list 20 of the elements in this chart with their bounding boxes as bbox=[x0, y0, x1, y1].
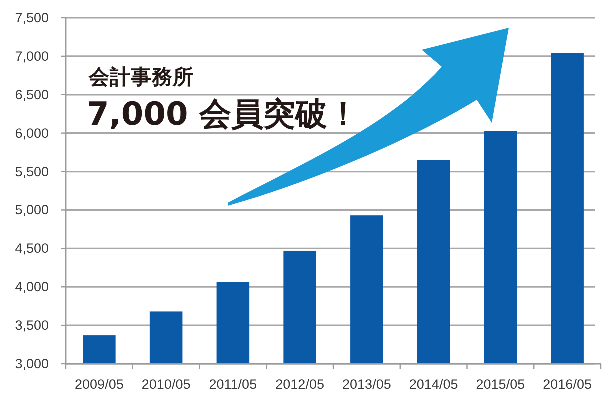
y-tick-label: 5,500 bbox=[15, 164, 49, 180]
y-tick-label: 5,000 bbox=[15, 202, 49, 218]
x-tick-label: 2009/05 bbox=[75, 377, 124, 392]
y-tick-label: 3,500 bbox=[15, 318, 49, 334]
y-tick-label: 7,500 bbox=[15, 10, 49, 26]
annotation: 会計事務所 bbox=[88, 65, 194, 89]
x-tick-label: 2012/05 bbox=[276, 377, 324, 392]
x-tick-label: 2016/05 bbox=[543, 377, 592, 392]
y-tick-label: 6,000 bbox=[15, 126, 49, 141]
y-tick-label: 4,000 bbox=[15, 280, 49, 295]
y-tick-label: 3,000 bbox=[15, 356, 49, 372]
y-tick-label: 4,500 bbox=[15, 241, 49, 256]
x-tick-label: 2010/05 bbox=[142, 377, 191, 392]
x-tick-label: 2013/05 bbox=[342, 377, 392, 392]
y-tick-label: 6,500 bbox=[15, 87, 49, 102]
y-tick-label: 7,000 bbox=[15, 48, 49, 64]
annotation: 7,000 会員突破！ bbox=[87, 95, 360, 133]
x-tick-label: 2014/05 bbox=[409, 377, 458, 392]
x-tick-label: 2015/05 bbox=[476, 377, 526, 392]
x-tick-label: 2011/05 bbox=[209, 377, 258, 392]
